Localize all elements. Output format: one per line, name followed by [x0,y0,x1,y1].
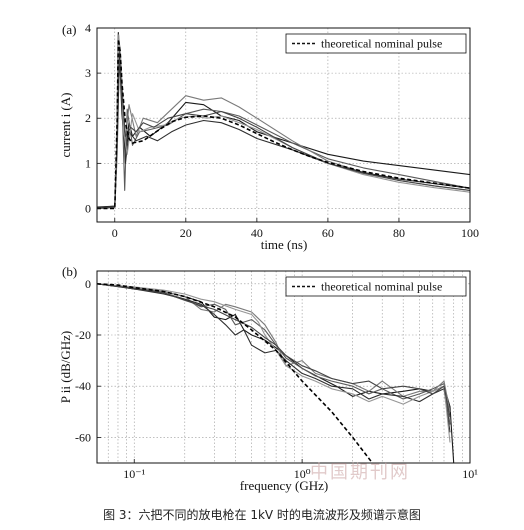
y-axis-label-b: P ii (dB/GHz) [58,331,73,403]
x-tick-label: 60 [322,226,334,240]
panel-label-b: (b) [62,264,77,279]
measured-series-line [97,283,451,433]
y-tick-label: 2 [85,111,91,125]
x-tick-label: 0 [112,226,118,240]
chart-a-ticks: 0 20 40 60 80 100 0 1 2 3 4 [85,21,479,240]
x-axis-label-a: time (ns) [261,237,308,252]
x-tick-label: 10⁰ [294,467,311,481]
chart-a-frame [96,27,471,223]
chart-b-grid [96,271,471,463]
legend-label: theoretical nominal pulse [321,280,442,294]
y-tick-label: 0 [85,201,91,215]
chart-b-frame [96,270,471,464]
x-tick-label: 10⁻¹ [123,467,145,481]
chart-a-lines [97,31,470,210]
legend-label: theoretical nominal pulse [321,37,442,51]
measured-series-line [97,283,451,443]
y-axis-label-a: current i (A) [58,93,73,158]
x-tick-label: 40 [251,226,263,240]
panel-label-a: (a) [62,22,76,37]
x-tick-label: 100 [461,226,479,240]
legend-box [285,33,467,54]
y-tick-label: -60 [75,430,91,444]
chart-b-ticks: 10⁻¹ 10⁰ 10¹ 0 -20 -40 -60 [75,277,478,481]
watermark: 中国期刊网 [310,462,410,483]
reference-series-line [97,39,470,210]
measured-series-line [97,54,470,210]
measured-series-line [97,40,470,210]
measured-series-line [97,283,451,418]
measured-series-line [97,283,451,425]
x-axis-label-b: frequency (GHz) [240,478,328,493]
y-tick-label: 1 [85,156,91,170]
figure-caption: 图 3：六把不同的放电枪在 1kV 时的电流波形及频谱示意图 [103,508,421,522]
chart-a-legend: theoretical nominal pulse [285,33,467,54]
measured-series-line [97,59,470,210]
chart-b: 10⁻¹ 10⁰ 10¹ 0 -20 -40 -60 theoretical nominal… [58,264,478,493]
y-tick-label: 4 [85,21,91,35]
x-tick-label: 10¹ [462,467,478,481]
chart-a: 0 20 40 60 80 100 0 1 2 3 4 theoretical nominal pu… [58,21,479,252]
y-tick-label: 3 [85,66,91,80]
y-tick-label: -20 [75,328,91,342]
reference-series-line [97,283,374,463]
chart-b-legend: theoretical nominal pulse [285,276,467,297]
legend-box [285,276,467,297]
chart-b-lines [97,283,455,463]
measured-series-line [97,283,455,463]
x-tick-label: 80 [393,226,405,240]
chart-a-grid [97,27,471,222]
y-tick-label: -40 [75,379,91,393]
x-tick-label: 20 [180,226,192,240]
y-tick-label: 0 [85,277,91,291]
